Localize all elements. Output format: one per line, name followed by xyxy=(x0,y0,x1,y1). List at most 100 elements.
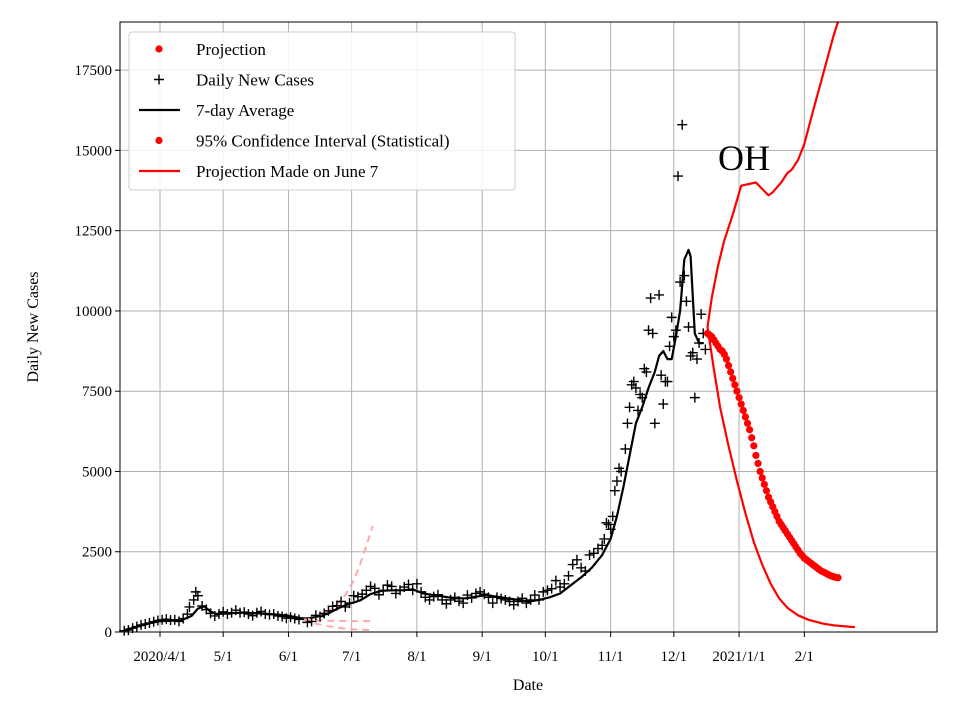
daily-case-marker xyxy=(382,580,393,591)
daily-case-marker xyxy=(563,570,574,581)
daily-case-marker xyxy=(369,583,380,594)
daily-case-marker xyxy=(178,613,189,624)
daily-case-marker xyxy=(691,354,702,365)
x-tick-label: 7/1 xyxy=(342,649,361,665)
daily-case-marker xyxy=(567,559,578,570)
plot-frame xyxy=(119,21,938,633)
daily-case-marker xyxy=(182,609,193,620)
daily-case-marker xyxy=(470,588,481,599)
daily-case-marker xyxy=(542,585,553,596)
daily-case-marker xyxy=(131,621,142,632)
daily-case-marker xyxy=(491,592,502,603)
daily-case-marker xyxy=(580,566,591,576)
daily-case-marker xyxy=(670,325,681,336)
x-tick-label: 9/1 xyxy=(473,649,492,665)
daily-case-marker xyxy=(243,609,254,620)
y-tick-label: 12500 xyxy=(75,224,113,240)
projection-dot xyxy=(724,361,733,370)
daily-case-marker xyxy=(649,418,660,429)
daily-case-marker xyxy=(184,601,195,612)
daily-case-marker xyxy=(654,289,665,300)
daily-case-marker xyxy=(677,119,688,130)
projection-dot xyxy=(754,459,762,468)
daily-case-marker xyxy=(647,328,658,339)
daily-case-marker xyxy=(466,592,477,603)
daily-case-marker xyxy=(140,618,151,629)
daily-case-marker xyxy=(344,598,355,609)
daily-case-marker xyxy=(666,312,677,323)
x-tick-label: 6/1 xyxy=(279,649,298,665)
y-axis-label: Daily New Cases xyxy=(25,271,42,382)
daily-case-marker xyxy=(416,586,427,597)
daily-case-marker xyxy=(222,609,233,620)
daily-case-marker xyxy=(348,590,359,601)
daily-case-marker xyxy=(641,366,652,377)
x-tick-label: 2021/1/1 xyxy=(712,649,765,665)
daily-case-marker xyxy=(584,549,595,560)
daily-case-marker xyxy=(645,293,656,304)
daily-case-marker xyxy=(588,548,599,559)
daily-case-marker xyxy=(454,596,465,607)
daily-case-marker xyxy=(277,611,288,622)
daily-case-marker xyxy=(546,583,557,594)
daily-case-marker xyxy=(411,578,422,589)
daily-case-marker xyxy=(597,540,608,551)
daily-case-marker xyxy=(420,592,431,603)
y-tick-label: 17500 xyxy=(75,63,113,79)
projection-dot xyxy=(748,434,756,442)
legend-label: 7-day Average xyxy=(196,101,294,120)
daily-case-marker xyxy=(599,533,610,544)
daily-case-marker xyxy=(239,607,250,618)
daily-case-marker xyxy=(500,594,511,605)
x-tick-label: 2020/4/1 xyxy=(133,649,186,665)
daily-case-marker xyxy=(123,625,134,636)
daily-case-marker xyxy=(293,614,304,625)
projection-dot xyxy=(722,355,731,363)
daily-case-marker xyxy=(218,606,229,617)
daily-case-marker xyxy=(630,383,641,393)
daily-case-marker xyxy=(609,485,620,496)
daily-case-marker xyxy=(534,594,545,605)
daily-case-marker xyxy=(445,594,456,605)
daily-case-marker xyxy=(607,511,618,522)
daily-case-marker xyxy=(538,586,549,597)
legend-box xyxy=(128,31,516,191)
daily-case-marker xyxy=(529,590,540,601)
daily-case-marker xyxy=(230,605,241,616)
daily-case-marker xyxy=(365,581,376,592)
daily-case-marker xyxy=(603,519,614,530)
ticks: 0 2500 5000 7500 10000 12500 15000 17500 2020/4/… xyxy=(75,63,814,665)
daily-case-marker xyxy=(373,589,384,600)
daily-case-marker xyxy=(226,607,237,618)
legend-label: Daily New Cases xyxy=(196,71,314,90)
daily-case-marker xyxy=(205,608,216,619)
projection-dot xyxy=(741,413,749,421)
projection-dot xyxy=(739,406,747,415)
projection-dots-layer xyxy=(703,329,842,582)
daily-case-marker xyxy=(428,591,439,602)
daily-case-marker xyxy=(687,347,698,358)
legend-plus-icon xyxy=(154,74,164,85)
y-tick-label: 10000 xyxy=(75,304,113,320)
daily-case-marker xyxy=(268,609,279,620)
daily-case-marker xyxy=(662,376,673,387)
x-tick-label: 2/1 xyxy=(795,649,814,665)
x-tick-label: 5/1 xyxy=(214,649,233,665)
y-tick-label: 5000 xyxy=(82,464,112,480)
legend-dot-icon xyxy=(155,45,163,53)
daily-case-marker xyxy=(637,392,648,403)
daily-case-marker xyxy=(632,405,643,416)
legend-label: Projection xyxy=(196,40,266,59)
y-tick-label: 7500 xyxy=(82,384,112,400)
projection-dot xyxy=(731,381,739,389)
projection-dot xyxy=(727,368,735,376)
daily-case-marker xyxy=(696,309,707,320)
daily-case-marker xyxy=(148,616,159,627)
daily-case-marker xyxy=(700,344,711,355)
daily-case-marker xyxy=(209,610,220,621)
daily-case-marker xyxy=(601,517,612,528)
daily-case-marker xyxy=(302,617,313,628)
daily-case-marker xyxy=(664,341,675,352)
x-tick-label: 12/1 xyxy=(660,649,687,665)
daily-case-marker xyxy=(681,296,692,307)
